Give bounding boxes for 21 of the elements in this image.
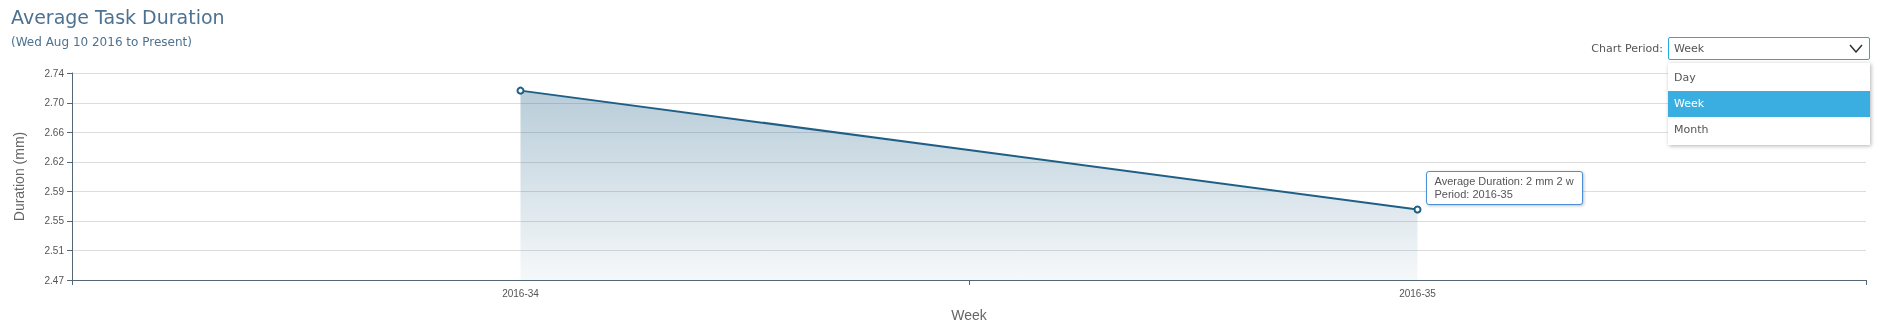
y-tick-label: 2.55 — [44, 215, 65, 227]
x-tick-label: 2016-35 — [1399, 287, 1437, 299]
y-tick-label: 2.51 — [44, 244, 65, 256]
y-tick-label: 2.70 — [44, 97, 65, 109]
y-tick-label: 2.66 — [44, 126, 65, 138]
annotation: Average Duration: 2 mm 2 w Period: 2016-35 — [1425, 171, 1583, 206]
y-tick-label: 2.59 — [44, 185, 65, 197]
x-axis-title: Week — [951, 307, 988, 323]
chart-title: Average Task Duration — [11, 5, 225, 28]
y-tick-label: 2.74 — [44, 67, 65, 79]
y-tick-label: 2.47 — [44, 274, 65, 286]
y-axis-title: Duration (mm) — [11, 131, 27, 222]
annotation: Day — [1673, 70, 1697, 86]
annotation: Week — [1668, 91, 1870, 117]
dropdown-select: Week — [1668, 37, 1870, 60]
x-tick-label: 2016-34 — [502, 287, 540, 299]
chart-subtitle: (Wed Aug 10 2016 to Present) — [11, 35, 192, 49]
y-tick-label: 2.62 — [44, 156, 65, 168]
annotation: Month — [1673, 122, 1710, 138]
dropdown-menu: Day Week Month — [1668, 63, 1870, 145]
text: Chart Period: — [1590, 42, 1663, 55]
